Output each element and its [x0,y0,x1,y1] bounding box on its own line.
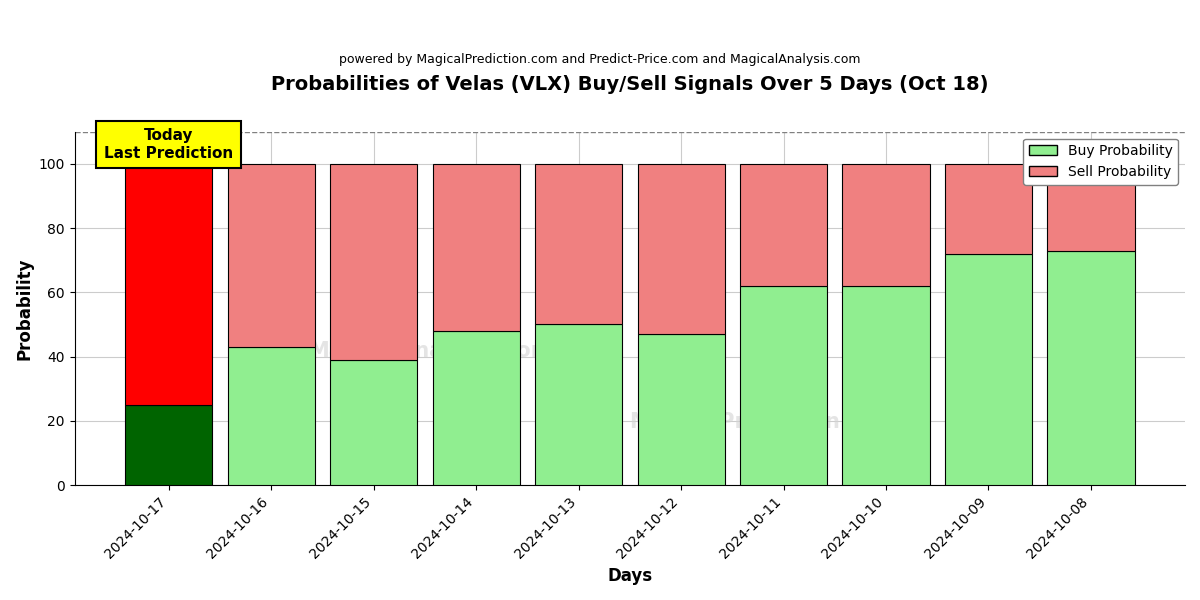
Bar [637,334,725,485]
Bar [535,325,622,485]
Bar [944,164,1032,254]
Bar [1048,164,1134,251]
Bar [125,164,212,405]
Bar [1048,251,1134,485]
Bar [740,286,827,485]
Text: MagicalPrediction.com: MagicalPrediction.com [630,412,896,431]
Bar [330,360,418,485]
Bar [842,286,930,485]
Text: MagicalAnalysis.com: MagicalAnalysis.com [307,341,552,361]
Legend: Buy Probability, Sell Probability: Buy Probability, Sell Probability [1024,139,1178,185]
X-axis label: Days: Days [607,567,653,585]
Bar [330,164,418,360]
Bar [228,164,314,347]
Bar [535,164,622,325]
Title: Probabilities of Velas (VLX) Buy/Sell Signals Over 5 Days (Oct 18): Probabilities of Velas (VLX) Buy/Sell Si… [271,75,989,94]
Bar [740,164,827,286]
Bar [944,254,1032,485]
Text: powered by MagicalPrediction.com and Predict-Price.com and MagicalAnalysis.com: powered by MagicalPrediction.com and Pre… [340,53,860,66]
Text: Today
Last Prediction: Today Last Prediction [104,128,233,161]
Bar [432,164,520,331]
Bar [125,405,212,485]
Bar [432,331,520,485]
Bar [228,347,314,485]
Bar [637,164,725,334]
Bar [842,164,930,286]
Y-axis label: Probability: Probability [16,257,34,359]
